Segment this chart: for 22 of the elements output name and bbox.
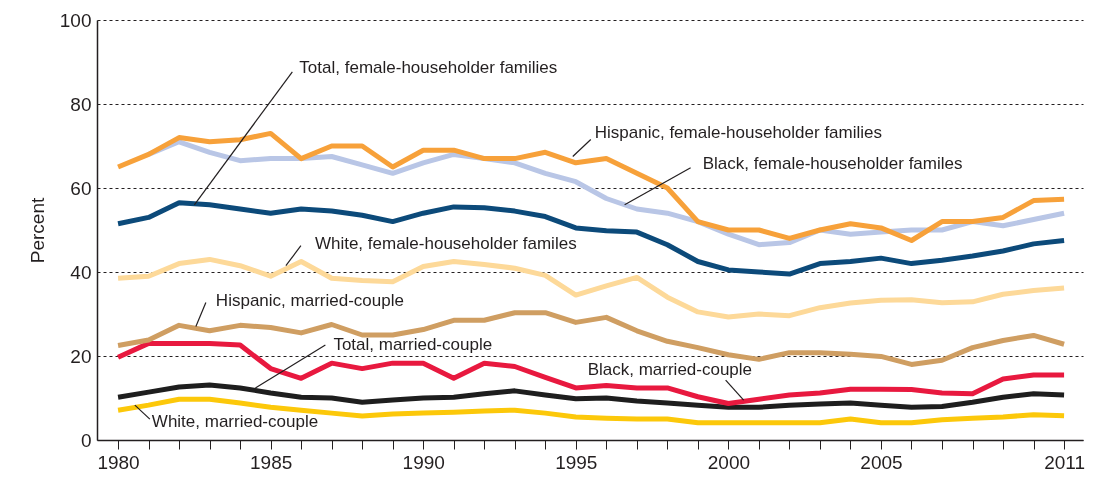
x-tick-label: 2011 [1044,451,1086,473]
y-tick-label: 100 [59,9,92,31]
annotation: Hispanic, female-householder families [594,122,883,142]
annotation: White, married-couple [151,412,319,432]
y-tick-label: 60 [70,177,92,199]
y-tick-label: 20 [70,345,92,367]
x-tick-label: 1990 [402,451,445,473]
x-tick-label: 1995 [555,451,598,473]
annotation: Hispanic, married-couple [215,290,404,310]
y-tick-label: 40 [70,261,92,283]
y-axis-title: Percent [26,197,48,264]
x-tick-label: 2005 [860,451,903,473]
annotation: Black, female-householder familes [702,153,963,173]
x-tick-label: 2000 [707,451,751,473]
annotation: Total, female-householder families [299,57,558,77]
annotation: Total, married-couple [333,334,493,354]
x-tick-label: 1980 [97,451,140,473]
y-tick-label: 80 [70,93,92,115]
annotation: Black, married-couple [587,360,753,380]
annotation: White, female-householder familes [314,233,577,253]
y-tick-label: 0 [80,429,92,451]
x-tick-label: 1985 [250,451,293,473]
